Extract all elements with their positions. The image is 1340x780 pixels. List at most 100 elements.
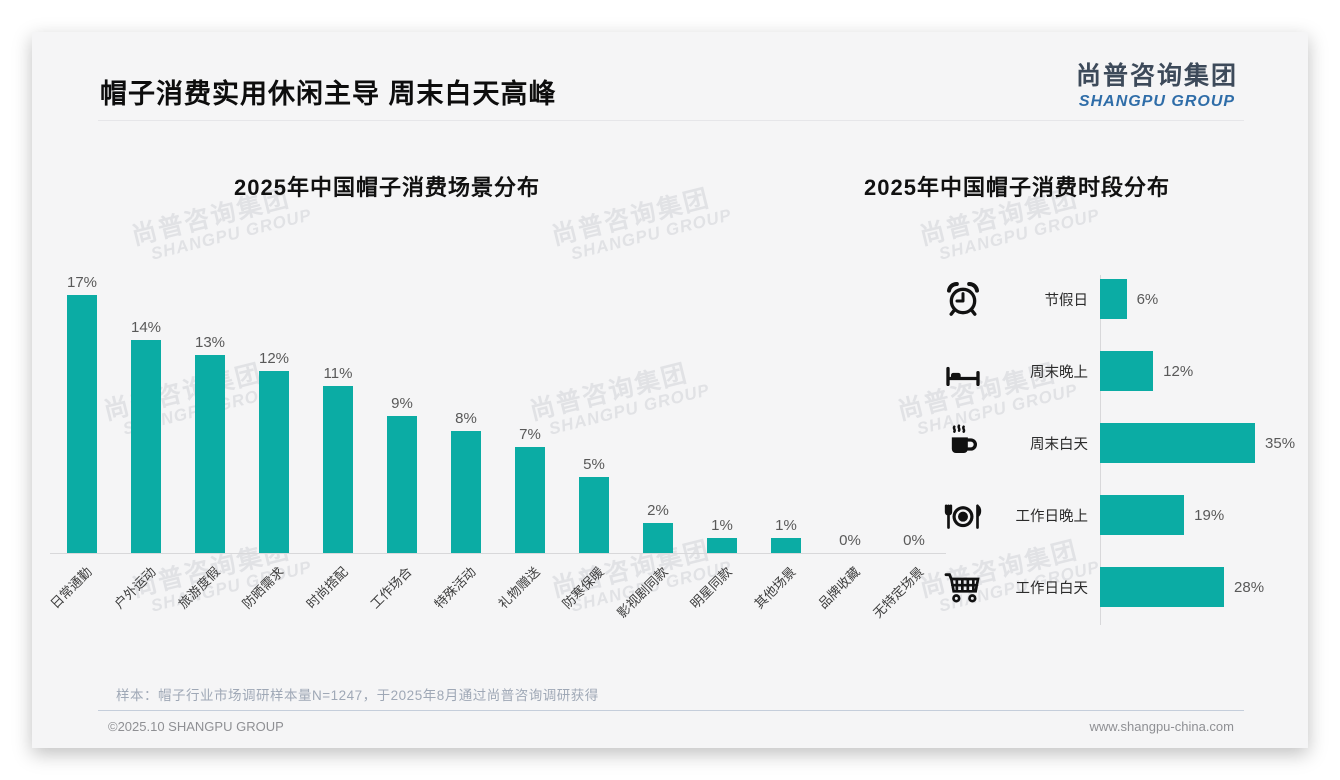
x-axis-label: 防晒需求 — [239, 564, 287, 612]
bar-value-label: 1% — [775, 516, 797, 534]
bar-column: 17% 日常通勤 — [47, 272, 114, 612]
bar-value-label: 19% — [1194, 506, 1225, 524]
time-slot-row: 节假日 6% — [934, 263, 1306, 335]
x-axis-label: 防寒保暖 — [559, 564, 607, 612]
category-label: 工作日晚上 — [1015, 508, 1089, 525]
coffee-cup-icon — [934, 423, 992, 463]
website-url: www.shangpu-china.com — [1089, 719, 1234, 734]
bar-value-label: 0% — [839, 532, 861, 549]
x-axis-label: 其他场景 — [751, 564, 799, 612]
bar-value-label: 13% — [194, 334, 226, 352]
bar-value-label: 12% — [258, 349, 290, 367]
bar-wrap: 12% — [1100, 351, 1193, 391]
bar — [323, 385, 353, 553]
bar-value-label: 6% — [1136, 290, 1159, 308]
time-slot-row: 工作日晚上 19% — [934, 479, 1306, 551]
dining-plate-icon — [934, 495, 992, 535]
bar-column: 0% 品牌收藏 — [815, 272, 882, 612]
bar-column: 12% 防晒需求 — [239, 272, 306, 612]
time-slot-row: 工作日白天 28% — [934, 551, 1306, 623]
x-axis-label: 工作场合 — [367, 564, 415, 612]
x-axis-label: 户外运动 — [111, 564, 159, 612]
logo-text-cn: 尚普咨询集团 — [1075, 62, 1238, 90]
time-slot-row: 周末晚上 12% — [934, 335, 1306, 407]
bar-value-label: 35% — [1265, 434, 1296, 452]
scene-distribution-bar-chart: 17% 日常通勤 14% 户外运动 13% 旅游度假 12% 防晒需求 11% 时尚搭配 9% 工作场… — [47, 272, 946, 621]
bar — [451, 431, 481, 553]
bar — [1100, 567, 1225, 607]
category-label: 周末白天 — [1030, 436, 1088, 453]
bar-value-label: 0% — [903, 532, 925, 549]
shopping-cart-icon — [934, 567, 992, 607]
bar — [1100, 351, 1154, 391]
alarm-clock-icon — [934, 279, 992, 319]
bar — [1100, 279, 1127, 319]
bar-value-label: 7% — [519, 425, 541, 443]
bar — [515, 446, 545, 553]
bar-column: 1% 明星同款 — [687, 272, 754, 612]
bar-value-label: 17% — [66, 273, 98, 291]
x-axis-label: 特殊活动 — [431, 564, 479, 612]
company-logo: 尚普咨询集团 SHANGPU GROUP — [1076, 56, 1238, 111]
x-axis-label: 无特定场景 — [870, 564, 927, 621]
bar — [1100, 423, 1256, 463]
bar-column: 7% 礼物赠送 — [495, 272, 562, 612]
bar — [579, 477, 609, 553]
x-axis-label: 品牌收藏 — [815, 564, 863, 612]
bar-wrap: 28% — [1100, 567, 1264, 607]
x-axis-label: 旅游度假 — [175, 564, 223, 612]
copyright-text: ©2025.10 SHANGPU GROUP — [108, 719, 284, 734]
bed-icon — [934, 351, 992, 391]
footer: ©2025.10 SHANGPU GROUP www.shangpu-china… — [108, 719, 1234, 734]
watermark-text-en: SHANGPU GROUP — [149, 205, 314, 264]
bar-value-label: 9% — [391, 395, 413, 413]
bar — [643, 522, 673, 553]
time-slot-row: 周末白天 35% — [934, 407, 1306, 479]
bar-value-label: 14% — [130, 319, 162, 337]
logo-text-en: SHANGPU GROUP — [1078, 93, 1236, 110]
bar — [1100, 495, 1185, 535]
bar-column: 13% 旅游度假 — [175, 272, 242, 611]
category-label: 工作日白天 — [1015, 580, 1089, 597]
watermark-text-en: SHANGPU GROUP — [149, 557, 314, 616]
page-title: 帽子消费实用休闲主导 周末白天高峰 — [100, 79, 557, 109]
watermark-text-en: SHANGPU GROUP — [569, 205, 734, 264]
bar-value-label: 5% — [583, 456, 605, 473]
category-label: 周末晚上 — [1030, 364, 1088, 381]
bar-column: 1% 其他场景 — [751, 272, 818, 612]
sample-note: 样本：帽子行业市场调研样本量N=1247，于2025年8月通过尚普咨询调研获得 — [116, 688, 599, 703]
bar — [195, 355, 225, 553]
bar-column: 14% 户外运动 — [111, 272, 178, 611]
watermark-text-en: SHANGPU GROUP — [937, 205, 1102, 264]
x-axis-label: 礼物赠送 — [495, 564, 543, 612]
time-chart-title: 2025年中国帽子消费时段分布 — [864, 175, 1170, 200]
bar-value-label: 28% — [1234, 578, 1265, 596]
bar — [387, 416, 417, 553]
bar-column: 2% 影视剧同款 — [614, 272, 690, 621]
category-label: 节假日 — [1044, 292, 1089, 309]
bar-value-label: 2% — [647, 501, 669, 519]
time-distribution-bar-chart: 节假日 6% 周末晚上 12% 周末白天 35% 工作日晚上 19% 工作日白天 28% — [934, 263, 1306, 623]
bar-wrap: 6% — [1100, 279, 1158, 319]
bar-column: 5% 防寒保暖 — [559, 272, 626, 612]
bar — [707, 537, 737, 553]
bar-wrap: 19% — [1100, 495, 1224, 535]
bar-column: 9% 工作场合 — [367, 272, 434, 612]
bar — [67, 294, 97, 553]
bar-value-label: 11% — [323, 364, 353, 382]
title-divider — [98, 120, 1244, 121]
bar — [771, 537, 801, 553]
bar-column: 0% 无特定场景 — [870, 272, 946, 621]
scene-chart-title: 2025年中国帽子消费场景分布 — [234, 175, 540, 200]
report-slide: 尚普咨询集团 SHANGPU GROUP 尚普咨询集团 SHANGPU GROUP 尚普… — [32, 32, 1308, 748]
bar — [259, 370, 289, 553]
x-axis-label: 明星同款 — [687, 564, 735, 612]
bar-value-label: 12% — [1163, 362, 1194, 380]
bar-value-label: 1% — [711, 516, 733, 534]
bar-value-label: 8% — [455, 410, 477, 428]
bar-wrap: 35% — [1100, 423, 1295, 463]
bar-column: 11% 时尚搭配 — [303, 272, 370, 612]
x-axis-label: 影视剧同款 — [614, 564, 671, 621]
bar — [131, 340, 161, 553]
x-axis-label: 日常通勤 — [47, 564, 95, 612]
